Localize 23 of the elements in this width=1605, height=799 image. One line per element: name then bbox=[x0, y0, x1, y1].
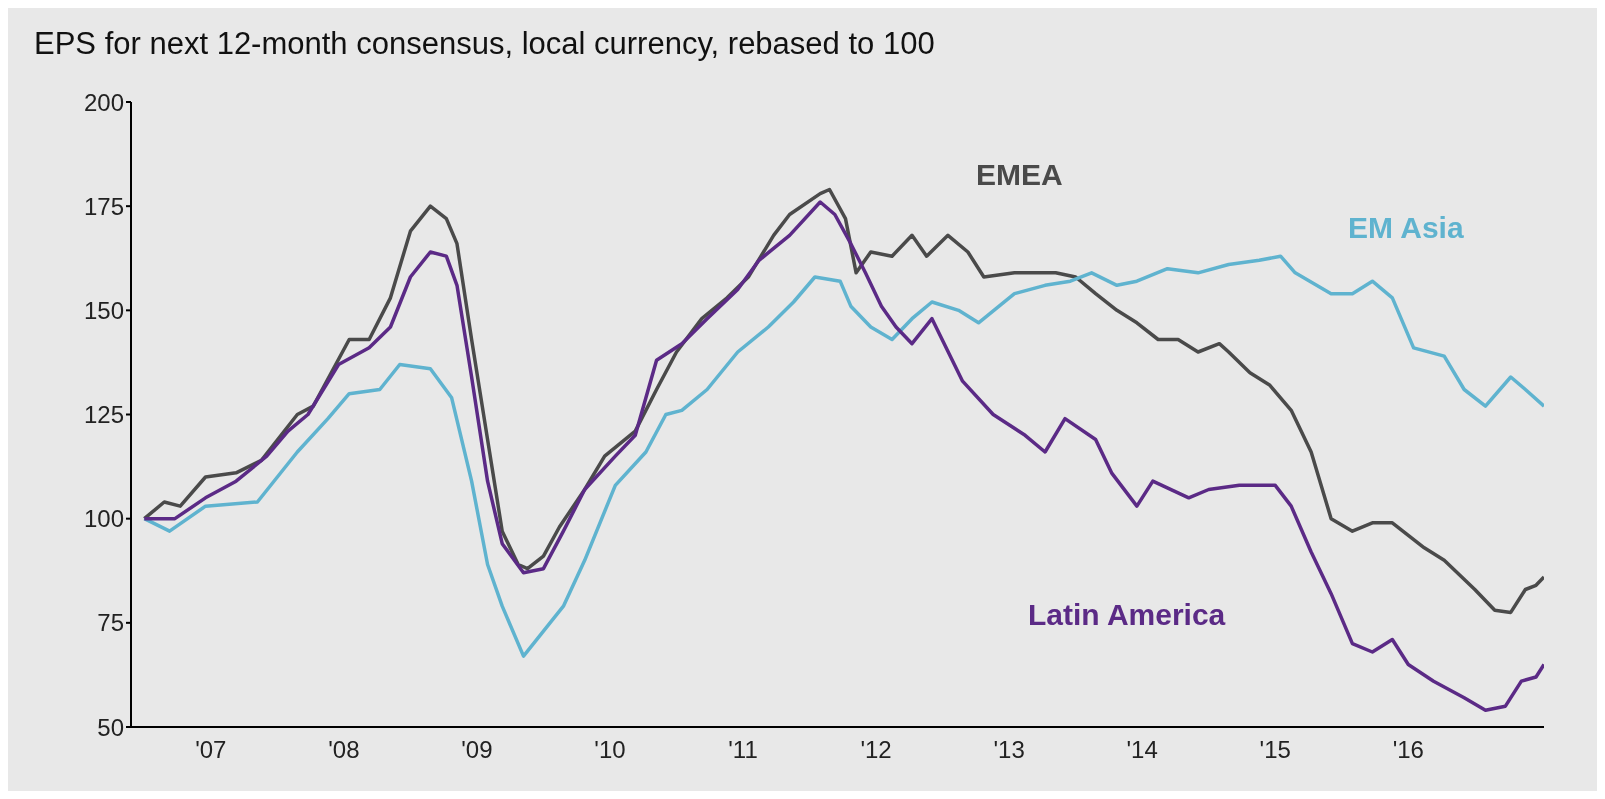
line-series bbox=[142, 200, 1544, 713]
line-series bbox=[142, 254, 1544, 658]
x-tick-label: '08 bbox=[328, 736, 360, 764]
chart-title: EPS for next 12-month consensus, local currency, rebased to 100 bbox=[34, 26, 935, 62]
x-tick-label: '16 bbox=[1392, 736, 1424, 764]
y-tick-label: 50 bbox=[97, 713, 124, 741]
x-tick-label: '15 bbox=[1259, 736, 1291, 764]
y-tick-label: 175 bbox=[83, 192, 124, 220]
text: Latin America bbox=[1028, 598, 1226, 632]
y-tick-label: 150 bbox=[83, 296, 124, 324]
series-label: EM Asia bbox=[1348, 211, 1464, 245]
x-tick-label: '11 bbox=[728, 736, 758, 764]
x-tick-label: '09 bbox=[461, 736, 493, 764]
y-tick-label: 100 bbox=[83, 505, 124, 533]
y-tick-label: 75 bbox=[97, 609, 124, 637]
x-tick-label: '12 bbox=[860, 736, 892, 764]
x-tick-label: '07 bbox=[195, 736, 227, 764]
x-tick-label: '10 bbox=[594, 736, 626, 764]
y-tick-label: 200 bbox=[83, 88, 124, 116]
x-tick-label: '13 bbox=[993, 736, 1025, 764]
series-label: EMEA bbox=[976, 158, 1063, 192]
x-tick-label: '14 bbox=[1126, 736, 1158, 764]
y-tick-label: 125 bbox=[83, 401, 124, 429]
